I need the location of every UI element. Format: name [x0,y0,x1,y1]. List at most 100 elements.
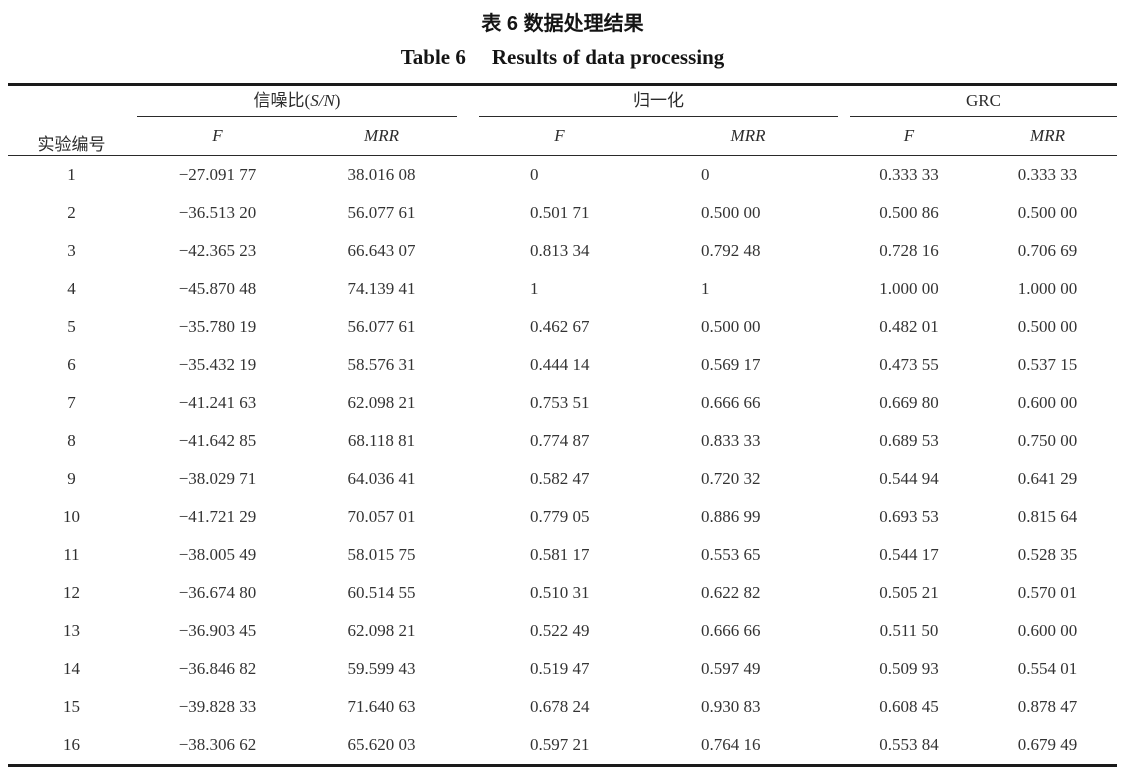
cell-sn_f: −41.241 63 [178,393,257,412]
cell-norm_f: 0 [530,165,539,184]
snr-label-suffix: ) [334,91,341,110]
cell-grc_mrr: 0.706 69 [1017,241,1078,260]
cell-grc_f: 1.000 00 [879,279,939,298]
cell-grc_mrr: 0.600 00 [1017,393,1078,412]
cell-norm_mrr: 0.930 83 [701,697,761,716]
group-header-snr-label: 信噪比(S/N) [137,86,457,117]
cell-norm_f: 0.444 14 [530,355,590,374]
cell-norm_mrr: 0.792 48 [701,241,761,260]
cell-sn_f: −35.780 19 [178,317,257,336]
table-row: 13 −36.903 45 62.098 21 0.522 49 0.666 66 0.5… [8,612,1117,650]
cell-norm_f: 0.522 49 [530,621,590,640]
cell-grc_mrr: 0.333 33 [1017,165,1078,184]
cell-sn_f: −45.870 48 [178,279,257,298]
cell-norm_f: 0.501 71 [530,203,590,222]
column-header-grc-f: F [840,117,978,156]
cell-grc_mrr: 0.554 01 [1017,659,1078,678]
cell-norm_f: 0.779 05 [530,507,590,526]
cell-grc_mrr: 0.750 00 [1017,431,1078,450]
cell-sn_f: −38.306 62 [178,735,257,754]
cell-sn_f: −36.903 45 [178,621,257,640]
table-row: 1 −27.091 77 38.016 08 0 0 0.333 33 0.333 33 [8,156,1117,195]
cell-id: 11 [63,545,80,564]
cell-norm_mrr: 0.622 82 [701,583,761,602]
cell-sn_mrr: 74.139 41 [347,279,416,298]
cell-grc_f: 0.669 80 [879,393,939,412]
cell-norm_mrr: 0.666 66 [701,393,761,412]
cell-sn_mrr: 70.057 01 [347,507,416,526]
cell-grc_f: 0.693 53 [879,507,939,526]
cell-id: 8 [67,431,76,450]
cell-sn_mrr: 56.077 61 [347,203,416,222]
cell-sn_f: −41.721 29 [178,507,257,526]
sub-header-row: F MRR F MRR F MRR [8,117,1117,156]
table-row: 6 −35.432 19 58.576 31 0.444 14 0.569 17 0.47… [8,346,1117,384]
cell-sn_mrr: 65.620 03 [347,735,416,754]
group-header-row: 实验编号 信噪比(S/N) 归一化 GRC [8,84,1117,156]
cell-sn_mrr: 71.640 63 [347,697,416,716]
cell-id: 14 [63,659,80,678]
cell-sn_mrr: 58.576 31 [347,355,416,374]
cell-id: 16 [63,735,80,754]
cell-sn_mrr: 38.016 08 [347,165,416,184]
cell-id: 5 [67,317,76,336]
cell-sn_f: −36.513 20 [178,203,257,222]
cell-norm_f: 0.581 17 [530,545,590,564]
cell-id: 13 [63,621,80,640]
cell-sn_f: −39.828 33 [178,697,257,716]
cell-grc_f: 0.482 01 [879,317,939,336]
snr-label-prefix: 信噪比( [253,91,311,110]
cell-grc_mrr: 0.570 01 [1017,583,1078,602]
cell-norm_mrr: 0 [701,165,710,184]
cell-grc_mrr: 0.500 00 [1017,203,1078,222]
cell-grc_f: 0.333 33 [879,165,939,184]
table-row: 3 −42.365 23 66.643 07 0.813 34 0.792 48 0.72… [8,232,1117,270]
cell-norm_mrr: 0.833 33 [701,431,761,450]
paper-table-page: 表 6 数据处理结果 Table 6 Results of data proces… [0,13,1125,767]
cell-id: 7 [67,393,76,412]
table-row: 9 −38.029 71 64.036 41 0.582 47 0.720 32 0.54… [8,460,1117,498]
cell-grc_f: 0.544 17 [879,545,939,564]
column-header-snr-f: F [135,117,300,156]
column-header-norm-mrr: MRR [656,117,840,156]
cell-grc_mrr: 0.528 35 [1017,545,1078,564]
cell-sn_f: −41.642 85 [178,431,257,450]
cell-sn_f: −35.432 19 [178,355,257,374]
table-title-english: Table 6 Results of data processing [0,45,1125,70]
cell-grc_mrr: 0.878 47 [1017,697,1078,716]
cell-sn_f: −36.674 80 [178,583,257,602]
cell-grc_f: 0.509 93 [879,659,939,678]
cell-norm_f: 0.519 47 [530,659,590,678]
cell-norm_f: 0.774 87 [530,431,590,450]
data-table: 实验编号 信噪比(S/N) 归一化 GRC F MRR F MRR F MRR [8,83,1117,767]
cell-grc_mrr: 0.500 00 [1017,317,1078,336]
cell-grc_f: 0.500 86 [879,203,939,222]
group-header-grc: GRC [840,85,1117,117]
group-header-normalization-label: 归一化 [479,86,838,117]
table-row: 14 −36.846 82 59.599 43 0.519 47 0.597 49 0.5… [8,650,1117,688]
cell-grc_f: 0.553 84 [879,735,939,754]
table-row: 10 −41.721 29 70.057 01 0.779 05 0.886 99 0.6… [8,498,1117,536]
cell-sn_mrr: 60.514 55 [347,583,416,602]
cell-norm_mrr: 1 [701,279,710,298]
table-row: 15 −39.828 33 71.640 63 0.678 24 0.930 83 0.6… [8,688,1117,726]
cell-grc_f: 0.728 16 [879,241,939,260]
cell-id: 3 [67,241,76,260]
cell-id: 9 [67,469,76,488]
cell-norm_mrr: 0.569 17 [701,355,761,374]
column-header-snr-mrr: MRR [300,117,463,156]
cell-grc_f: 0.689 53 [879,431,939,450]
cell-norm_mrr: 0.500 00 [701,203,761,222]
cell-norm_mrr: 0.764 16 [701,735,761,754]
cell-grc_f: 0.511 50 [879,621,939,640]
table-body: 1 −27.091 77 38.016 08 0 0 0.333 33 0.333 33 2 −… [8,156,1117,766]
cell-grc_f: 0.473 55 [879,355,939,374]
cell-id: 4 [67,279,76,298]
table-row: 16 −38.306 62 65.620 03 0.597 21 0.764 16 0.5… [8,726,1117,766]
cell-id: 15 [63,697,80,716]
cell-grc_mrr: 0.537 15 [1017,355,1078,374]
cell-sn_mrr: 58.015 75 [347,545,416,564]
cell-sn_mrr: 66.643 07 [347,241,416,260]
cell-grc_mrr: 0.815 64 [1017,507,1078,526]
cell-grc_f: 0.505 21 [879,583,939,602]
